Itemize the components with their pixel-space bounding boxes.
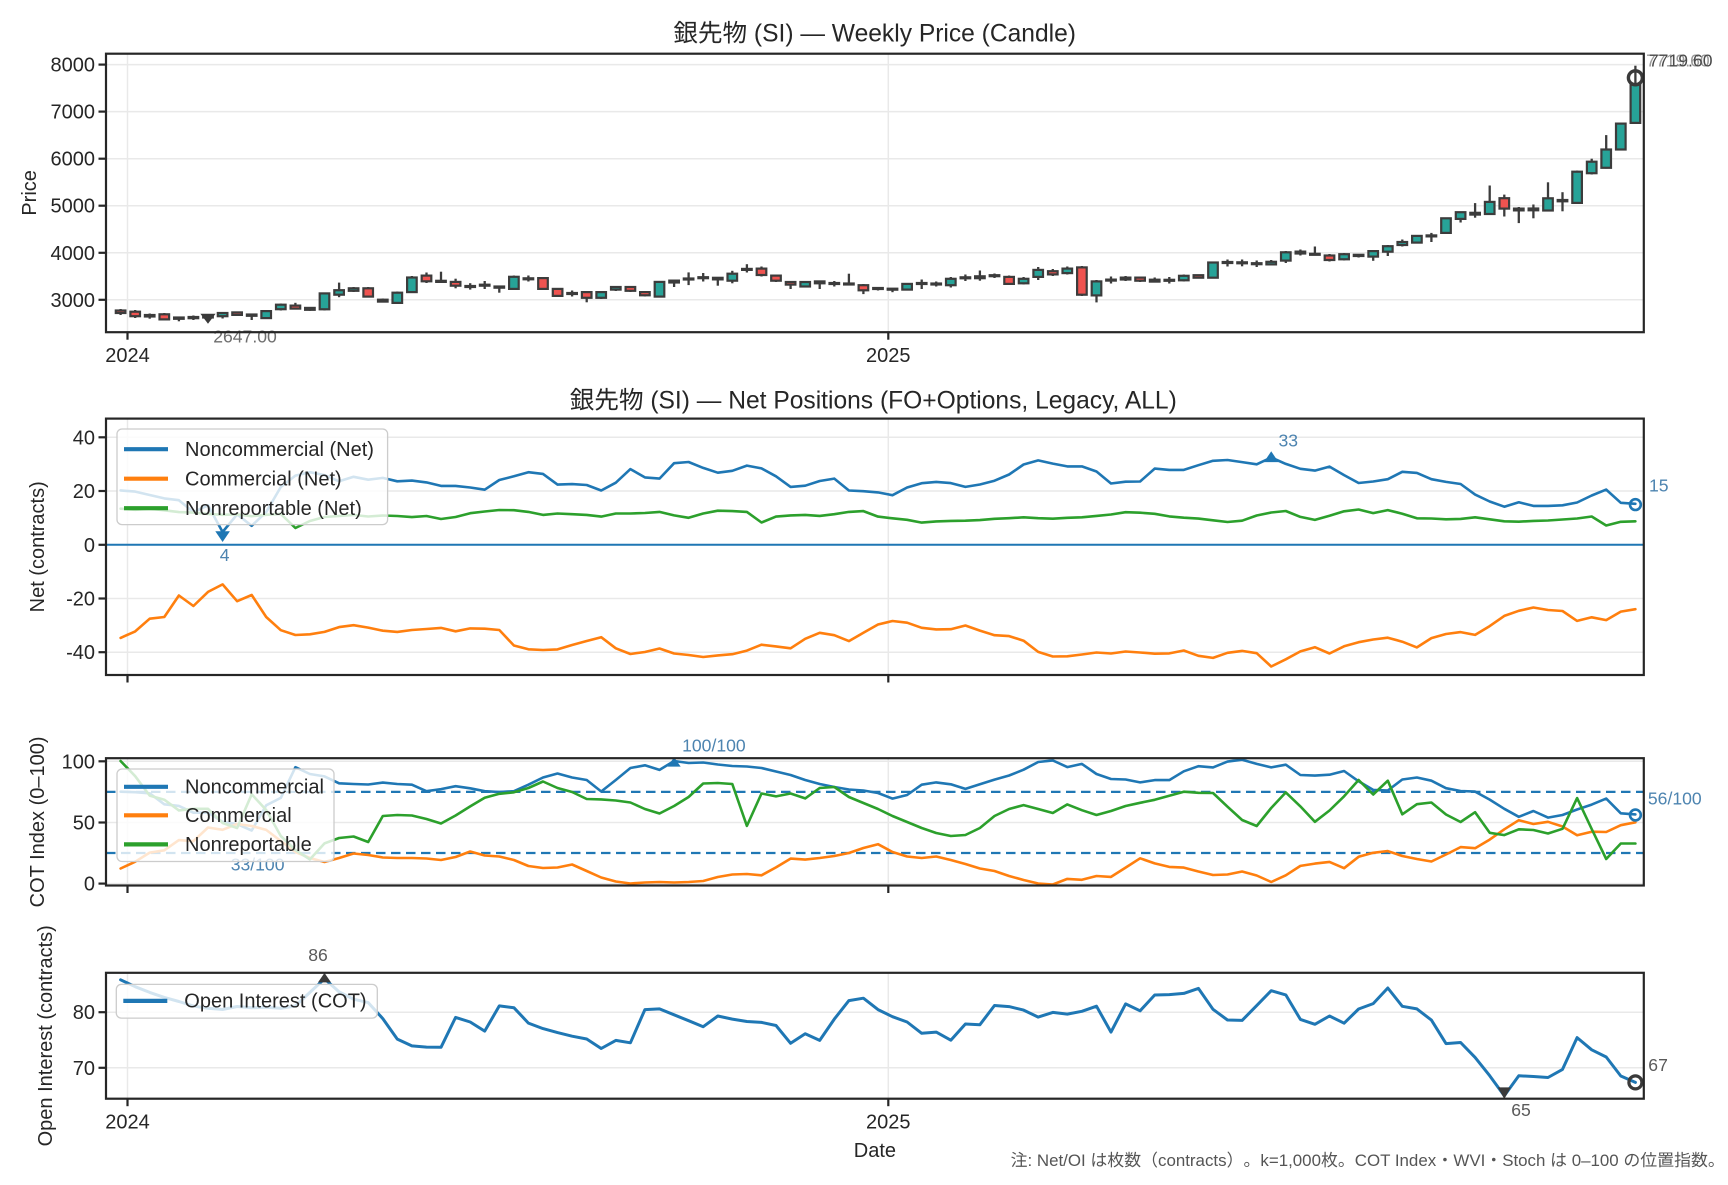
svg-text:33: 33 [1279,430,1299,450]
svg-text:: Net/OI: : Net/OI [1028,1151,1091,1170]
svg-text:Nonreportable: Nonreportable [185,834,312,856]
svg-text:80: 80 [73,1002,95,1024]
svg-text:2024: 2024 [105,1112,150,1134]
svg-text:100/100: 100/100 [682,736,746,756]
svg-text:2025: 2025 [866,1112,911,1134]
svg-text:Stoch: Stoch [1502,1151,1550,1170]
svg-text:65: 65 [1511,1100,1531,1120]
svg-text:20: 20 [73,481,95,503]
svg-text:Noncommercial (Net): Noncommercial (Net) [185,439,374,461]
svg-text:Open Interest (COT): Open Interest (COT) [184,991,366,1013]
svg-text:-20: -20 [66,589,95,611]
svg-text:67: 67 [1648,1055,1668,1075]
svg-text:56/100: 56/100 [1648,789,1702,809]
svg-text:2647.00: 2647.00 [213,326,277,346]
svg-text:15: 15 [1649,476,1669,496]
svg-text:4: 4 [220,545,230,565]
svg-text:-40: -40 [66,642,95,664]
svg-text:k=1,000: k=1,000 [1260,1151,1321,1170]
svg-text:Open Interest (contracts): Open Interest (contracts) [35,925,57,1146]
svg-text:7000: 7000 [51,102,96,124]
svg-text:50: 50 [73,813,95,835]
svg-text:86: 86 [308,945,328,965]
svg-text:3000: 3000 [51,290,96,312]
svg-text:COT Index: COT Index [1355,1151,1437,1170]
svg-text:7719.60: 7719.60 [1649,51,1713,71]
svg-text:5000: 5000 [51,196,96,218]
svg-text:Commercial: Commercial [185,805,292,827]
svg-text:8000: 8000 [51,55,96,77]
svg-text:0: 0 [84,874,95,896]
svg-text:40: 40 [73,427,95,449]
svg-text:4000: 4000 [51,243,96,265]
svg-text:(SI) — Net Positions (FO+Optio: (SI) — Net Positions (FO+Options, Legacy… [644,388,1177,415]
svg-text:Price: Price [19,170,41,216]
svg-text:COT Index (0–100): COT Index (0–100) [27,736,49,907]
svg-text:0: 0 [84,535,95,557]
svg-text:6000: 6000 [51,149,96,171]
svg-text:Noncommercial: Noncommercial [185,777,324,799]
svg-text:70: 70 [73,1058,95,1080]
svg-text:2025: 2025 [866,345,911,367]
svg-text:100: 100 [62,751,95,773]
svg-text:0–100: 0–100 [1567,1151,1623,1170]
svg-text:WVI: WVI [1453,1151,1485,1170]
svg-text:(SI) — Weekly Price (Candle): (SI) — Weekly Price (Candle) [747,21,1076,48]
svg-text:2024: 2024 [105,345,150,367]
svg-text:Net (contracts): Net (contracts) [27,481,49,612]
svg-text:contracts: contracts [1158,1151,1227,1170]
svg-text:7719.60: 7719.60 [1646,51,1710,71]
svg-text:Commercial (Net): Commercial (Net) [185,468,342,490]
svg-text:Date: Date [854,1140,896,1162]
svg-text:Nonreportable (Net): Nonreportable (Net) [185,498,362,520]
